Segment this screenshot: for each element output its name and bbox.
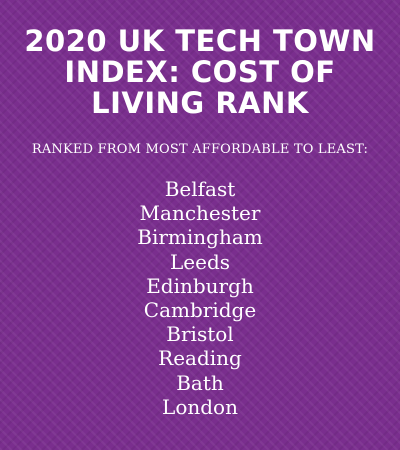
list-item-city: Cambridge [143, 297, 257, 322]
list-item-city: Leeds [169, 249, 231, 274]
list-item-city: Belfast [164, 177, 236, 201]
list-item-city: Bath [176, 370, 224, 395]
list-item-city: Edinburgh [146, 273, 254, 298]
list-item-city: Manchester [139, 201, 261, 226]
list-item-city: Birmingham [137, 225, 263, 250]
city-rank-list: Belfast Manchester Birmingham Leeds Edin… [0, 177, 400, 419]
page-subtitle: RANKED FROM MOST AFFORDABLE TO LEAST: [31, 142, 369, 157]
list-item-city: London [162, 394, 238, 419]
list-item-city: Bristol [166, 322, 234, 347]
page-title: 2020 UK TECH TOWN INDEX: COST OF LIVING … [24, 24, 376, 120]
list-item-city: Reading [158, 346, 242, 371]
